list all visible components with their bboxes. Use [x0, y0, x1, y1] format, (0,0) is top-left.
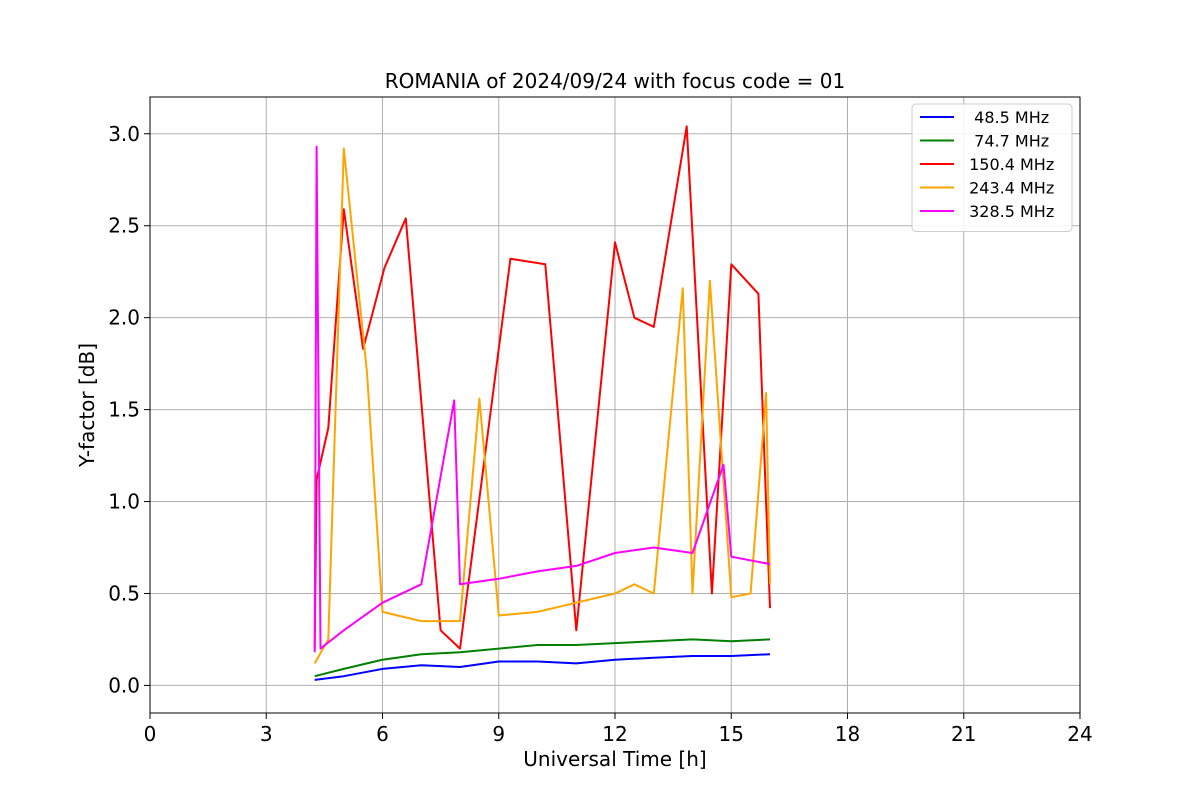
x-tick-label: 9: [492, 722, 505, 746]
x-tick-label: 0: [144, 722, 157, 746]
x-tick-label: 12: [602, 722, 627, 746]
legend-label: 150.4 MHz: [964, 155, 1054, 174]
series-line-2: [313, 125, 771, 650]
legend-label: 243.4 MHz: [964, 179, 1054, 198]
y-tick-label: 0.5: [108, 581, 140, 605]
x-tick-label: 24: [1067, 722, 1092, 746]
y-tick-label: 1.0: [108, 490, 140, 514]
y-tick-label: 0.0: [108, 673, 140, 697]
x-tick-label: 15: [719, 722, 744, 746]
legend-label: 328.5 MHz: [964, 202, 1054, 221]
series-line-3: [313, 147, 771, 664]
legend-box: [911, 103, 1073, 232]
series-line-1: [314, 638, 771, 678]
x-tick-label: 21: [951, 722, 976, 746]
x-tick-label: 6: [376, 722, 389, 746]
x-axis-label: Universal Time [h]: [523, 747, 706, 771]
legend: 48.5 MHz 74.7 MHz 150.4 MHz 243.4 MHz 32…: [911, 103, 1073, 232]
y-tick-label: 3.0: [108, 122, 140, 146]
series-line-0: [314, 653, 771, 681]
y-tick-label: 1.5: [108, 398, 140, 422]
series-layer: [313, 125, 771, 681]
y-tick-label: 2.5: [108, 214, 140, 238]
chart-title: ROMANIA of 2024/09/24 with focus code = …: [385, 69, 845, 93]
legend-label: 74.7 MHz: [964, 132, 1049, 151]
series-line-4: [313, 145, 771, 653]
y-axis-label: Y-factor [dB]: [75, 343, 99, 468]
x-tick-label: 18: [835, 722, 860, 746]
axis-ticks: 0 3 6 9 12 15 18 21 24 0.0 0.5 1.0 1.5 2.0 2.5 3.0: [108, 122, 1093, 746]
x-tick-label: 3: [260, 722, 273, 746]
y-tick-label: 2.0: [108, 306, 140, 330]
legend-label: 48.5 MHz: [964, 108, 1049, 127]
